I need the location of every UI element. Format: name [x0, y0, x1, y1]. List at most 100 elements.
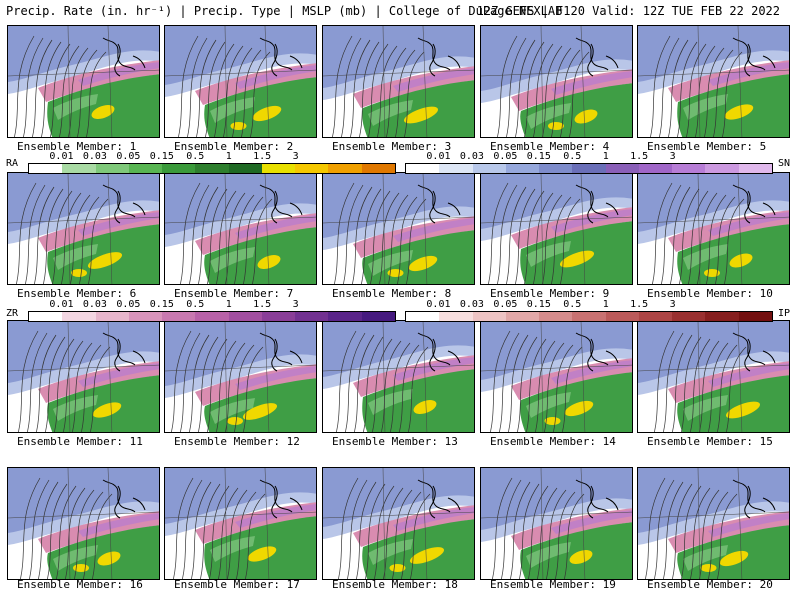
legend-snow-tick: 0.01: [426, 151, 451, 162]
ensemble-member-label: Ensemble Member: 15: [647, 435, 773, 448]
ensemble-member-label: Ensemble Member: 11: [17, 435, 143, 448]
legend-ip-swatch: [439, 312, 473, 321]
legend-ip-swatch: [472, 312, 506, 321]
legend-zr-tick: 0.15: [149, 299, 174, 310]
legend-ip-tick: 0.05: [493, 299, 518, 310]
legend-rain-tick: 1: [225, 151, 232, 162]
legend-rain-swatch: [128, 164, 163, 173]
legend-snow-swatch: [472, 164, 506, 173]
ensemble-map-panel: [637, 25, 790, 138]
legend-zr-swatch: [261, 312, 296, 321]
legend-ip-tick: 0.03: [459, 299, 484, 310]
legend-zr-swatch: [29, 312, 63, 321]
legend-zr-tick: 0.01: [49, 299, 74, 310]
legend-ip-swatch: [672, 312, 706, 321]
legend-ip-swatch: [638, 312, 673, 321]
ensemble-member-label: Ensemble Member: 10: [647, 287, 773, 300]
legend-snow-swatch: [539, 164, 573, 173]
header-title-right: 12Z GEFS | F120 Valid: 12Z TUE FEB 22 20…: [476, 4, 780, 18]
legend-rain-colorbar: [28, 163, 396, 174]
ensemble-map-panel: [480, 25, 633, 138]
legend-rain-swatch: [195, 164, 229, 173]
ensemble-map-panel: [164, 467, 317, 580]
ensemble-map-panel: [322, 25, 475, 138]
legend-rain-swatch: [162, 164, 196, 173]
legend-ip-swatch: [605, 312, 639, 321]
legend-snow-tick: 1.5: [630, 151, 649, 162]
header-title-left: Precip. Rate (in. hr⁻¹) | Precip. Type |…: [6, 4, 563, 18]
legend-rain-swatch: [228, 164, 262, 173]
legend-snow-tick: 0.5: [563, 151, 582, 162]
legend-zr-tick: 0.5: [186, 299, 205, 310]
legend-zr-tick: 3: [292, 299, 299, 310]
ensemble-member-label: Ensemble Member: 6: [17, 287, 137, 300]
ensemble-map-panel: [164, 172, 317, 285]
ensemble-map-panel: [637, 467, 790, 580]
ensemble-member-label: Ensemble Member: 14: [490, 435, 616, 448]
legend-zr-tick: 1: [225, 299, 232, 310]
legend-snow-swatch: [505, 164, 540, 173]
legend-zr-swatch: [62, 312, 96, 321]
legend-snow-tick: 3: [669, 151, 676, 162]
legend-rain-swatch: [62, 164, 96, 173]
legend-rain-swatch: [361, 164, 395, 173]
ensemble-map-panel: [637, 172, 790, 285]
legend-rain-tick: 1.5: [253, 151, 272, 162]
ensemble-member-label: Ensemble Member: 9: [490, 287, 610, 300]
legend-rain-swatch: [295, 164, 329, 173]
legend-zr-swatch: [195, 312, 229, 321]
ensemble-map-panel: [322, 467, 475, 580]
ensemble-member-label: Ensemble Member: 20: [647, 578, 773, 591]
ensemble-member-label: Ensemble Member: 13: [332, 435, 458, 448]
legend-rain-tick: 0.15: [149, 151, 174, 162]
legend-zr-swatch: [95, 312, 129, 321]
legend-ip-tick: 1: [602, 299, 609, 310]
legend-rain-tick: 0.5: [186, 151, 205, 162]
ensemble-member-label: Ensemble Member: 7: [174, 287, 294, 300]
legend-ip-tick: 0.15: [526, 299, 551, 310]
ensemble-map-panel: [164, 25, 317, 138]
ensemble-member-label: Ensemble Member: 3: [332, 140, 452, 153]
legend-ip-tick: 0.01: [426, 299, 451, 310]
ensemble-member-label: Ensemble Member: 19: [490, 578, 616, 591]
legend-snow-tick: 1: [602, 151, 609, 162]
legend-zr-tick: 1.5: [253, 299, 272, 310]
ensemble-member-label: Ensemble Member: 2: [174, 140, 294, 153]
ensemble-map-panel: [7, 172, 160, 285]
ensemble-map-panel: [637, 320, 790, 433]
ensemble-map-panel: [7, 25, 160, 138]
ensemble-map-panel: [7, 320, 160, 433]
legend-rain-swatch: [261, 164, 296, 173]
legend-rain-tick: 0.03: [82, 151, 107, 162]
legend-rain-tick: 0.01: [49, 151, 74, 162]
ensemble-map-panel: [480, 320, 633, 433]
legend-zr-swatch: [328, 312, 362, 321]
legend-ip-swatch: [705, 312, 739, 321]
legend-ip-swatch: [738, 312, 772, 321]
ensemble-map-panel: [322, 320, 475, 433]
legend-rain-swatch: [29, 164, 63, 173]
legend-snow-swatch: [672, 164, 706, 173]
legend-snow-swatch: [572, 164, 606, 173]
legend-snow-tick: 0.05: [493, 151, 518, 162]
legend-ip-colorbar: [405, 311, 773, 322]
ensemble-member-label: Ensemble Member: 5: [647, 140, 767, 153]
ensemble-map-panel: [322, 172, 475, 285]
legend-ip-swatch: [505, 312, 540, 321]
legend-ip-swatch: [572, 312, 606, 321]
legend-zr-swatch: [228, 312, 262, 321]
legend-rain-tag: RA: [6, 158, 19, 169]
legend-snow-colorbar: [405, 163, 773, 174]
ensemble-member-label: Ensemble Member: 12: [174, 435, 300, 448]
legend-zr-tick: 0.03: [82, 299, 107, 310]
legend-snow-swatch: [406, 164, 440, 173]
ensemble-member-label: Ensemble Member: 18: [332, 578, 458, 591]
legend-ip-tick: 3: [669, 299, 676, 310]
legend-snow-tick: 0.15: [526, 151, 551, 162]
legend-zr-swatch: [295, 312, 329, 321]
ensemble-map-panel: [7, 467, 160, 580]
ensemble-member-label: Ensemble Member: 1: [17, 140, 137, 153]
legend-snow-swatch: [605, 164, 639, 173]
ensemble-member-label: Ensemble Member: 8: [332, 287, 452, 300]
legend-zr-tag: ZR: [6, 308, 19, 319]
